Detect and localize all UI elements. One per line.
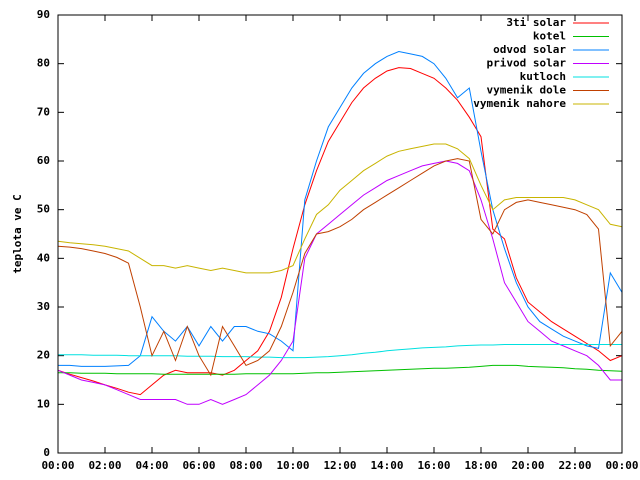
y-axis-label: teplota ve C	[11, 194, 24, 273]
y-tick-label: 0	[43, 446, 50, 459]
legend-label: kutloch	[520, 70, 566, 83]
series-line	[57, 67, 623, 396]
series-line	[57, 143, 623, 274]
plot-frame	[57, 14, 623, 454]
series-line	[58, 364, 623, 375]
y-tick-label: 60	[37, 154, 50, 167]
x-tick-label: 02:00	[88, 459, 121, 472]
y-tick-label: 70	[37, 105, 50, 118]
legend-label: privod solar	[487, 57, 567, 70]
y-tick-label: 10	[37, 397, 50, 410]
legend-label: vymenik dole	[487, 84, 567, 97]
legend-label: 3ti solar	[506, 16, 566, 29]
series-line	[57, 158, 623, 377]
y-tick-label: 50	[37, 203, 50, 216]
x-tick-label: 00:00	[41, 459, 74, 472]
legend-label: odvod solar	[493, 43, 566, 56]
series-line	[57, 160, 622, 405]
y-tick-label: 40	[37, 251, 50, 264]
y-tick-label: 20	[37, 349, 50, 362]
x-tick-label: 14:00	[370, 459, 403, 472]
series-line	[58, 50, 623, 367]
x-tick-label: 04:00	[135, 459, 168, 472]
x-tick-label: 16:00	[417, 459, 450, 472]
legend-label: vymenik nahore	[473, 97, 566, 110]
x-tick-label: 18:00	[464, 459, 497, 472]
x-tick-label: 22:00	[558, 459, 591, 472]
y-tick-label: 90	[37, 8, 50, 21]
y-tick-label: 80	[37, 57, 50, 70]
x-tick-label: 06:00	[182, 459, 215, 472]
x-tick-label: 12:00	[323, 459, 356, 472]
x-tick-label: 08:00	[229, 459, 262, 472]
legend-label: kotel	[533, 30, 566, 43]
x-tick-label: 20:00	[511, 459, 544, 472]
x-tick-label: 00:00	[605, 459, 638, 472]
y-tick-label: 30	[37, 300, 50, 313]
x-tick-label: 10:00	[276, 459, 309, 472]
